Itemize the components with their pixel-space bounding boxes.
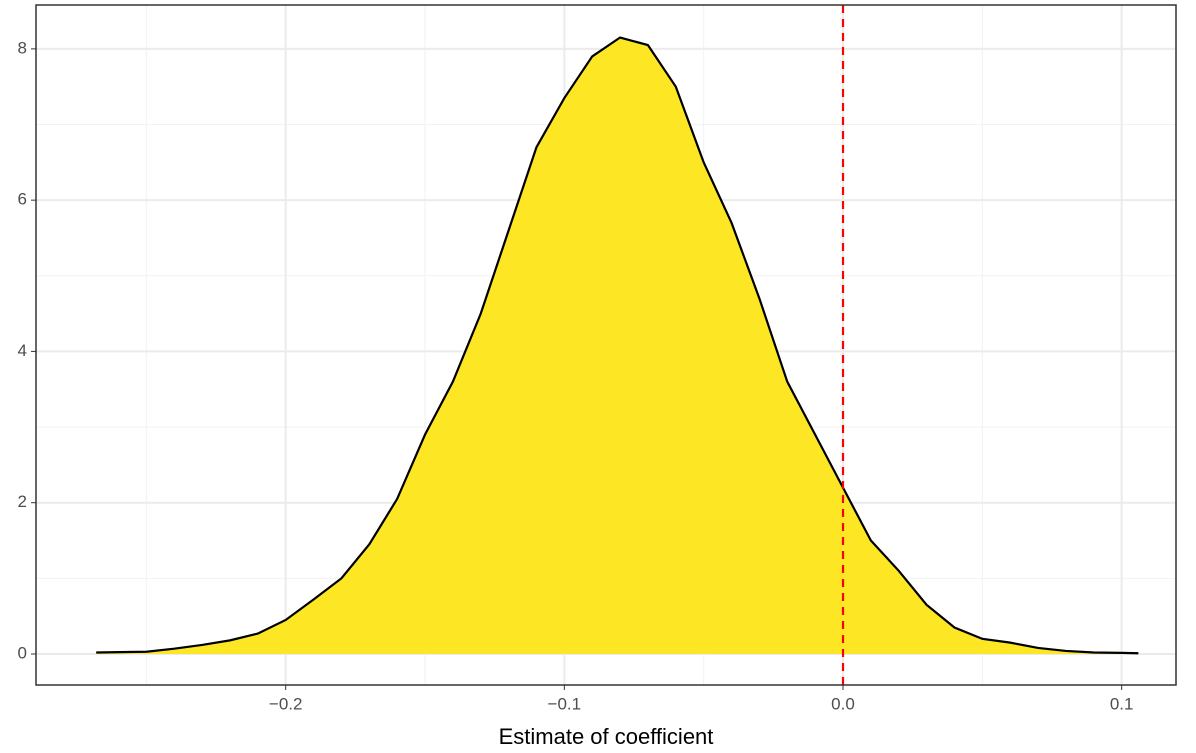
y-tick-label: 2: [18, 492, 27, 511]
y-tick-label: 0: [18, 643, 27, 662]
plot-border: [35, 4, 1177, 686]
y-tick-label: 6: [18, 190, 27, 209]
x-tick-label: 0.1: [1110, 694, 1134, 713]
y-tick-label: 8: [18, 38, 27, 57]
x-tick-label: −0.2: [269, 694, 303, 713]
y-tick-label: 4: [18, 341, 27, 360]
x-axis-title: Estimate of coefficient: [499, 724, 714, 749]
density-line: [96, 36, 1139, 655]
x-tick-label: −0.1: [548, 694, 582, 713]
x-tick-label: 0.0: [831, 694, 855, 713]
area-fill: [96, 37, 1139, 654]
